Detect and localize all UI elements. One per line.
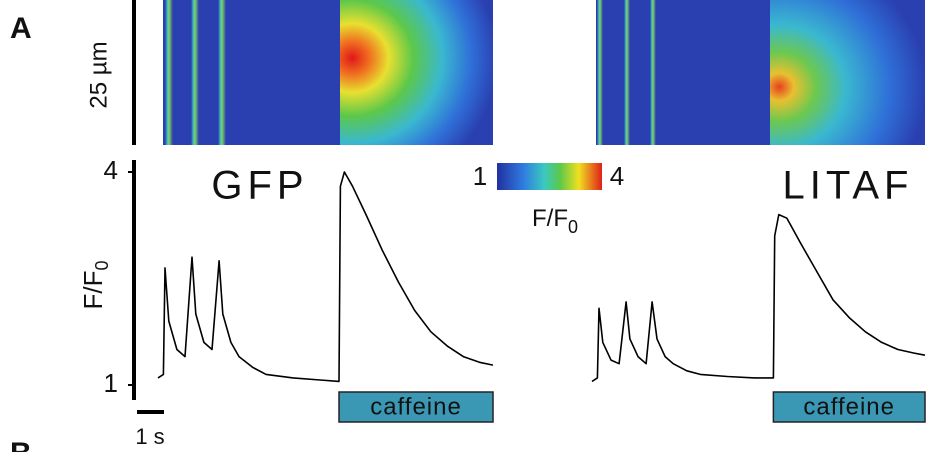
stimulus-label: caffeine xyxy=(803,393,895,420)
y-axis-label: F/F0 xyxy=(78,260,112,309)
colorbar xyxy=(497,163,602,190)
colorbar-min: 1 xyxy=(473,161,487,191)
colorbar-label: F/F0 xyxy=(532,205,578,236)
line-scan-litaf xyxy=(596,0,925,145)
y-label-sub: 0 xyxy=(92,260,112,270)
trace xyxy=(592,215,925,382)
colorbar-label-sub: 0 xyxy=(568,217,578,237)
figure: A B 25 µm 1 s F/F0 1 4 F/F0 14GFPcaffein… xyxy=(0,0,928,452)
panel-label: A xyxy=(10,12,32,45)
time-scale-label: 1 s xyxy=(135,424,164,449)
chart-title: GFP xyxy=(211,164,308,208)
y-label: F/F xyxy=(78,271,108,310)
y-tick-label: 4 xyxy=(104,155,118,185)
panel-label: B xyxy=(10,437,32,452)
line-scan-gfp xyxy=(163,0,493,145)
svg-text:F/F0: F/F0 xyxy=(78,260,112,309)
colorbar-label-text: F/F xyxy=(532,205,568,232)
y-tick-label: 1 xyxy=(104,368,118,398)
colorbar-max: 4 xyxy=(610,161,624,191)
space-scale-label: 25 µm xyxy=(85,41,112,108)
chart-title: LITAF xyxy=(783,164,914,208)
trace xyxy=(158,172,493,381)
stimulus-label: caffeine xyxy=(370,393,462,420)
